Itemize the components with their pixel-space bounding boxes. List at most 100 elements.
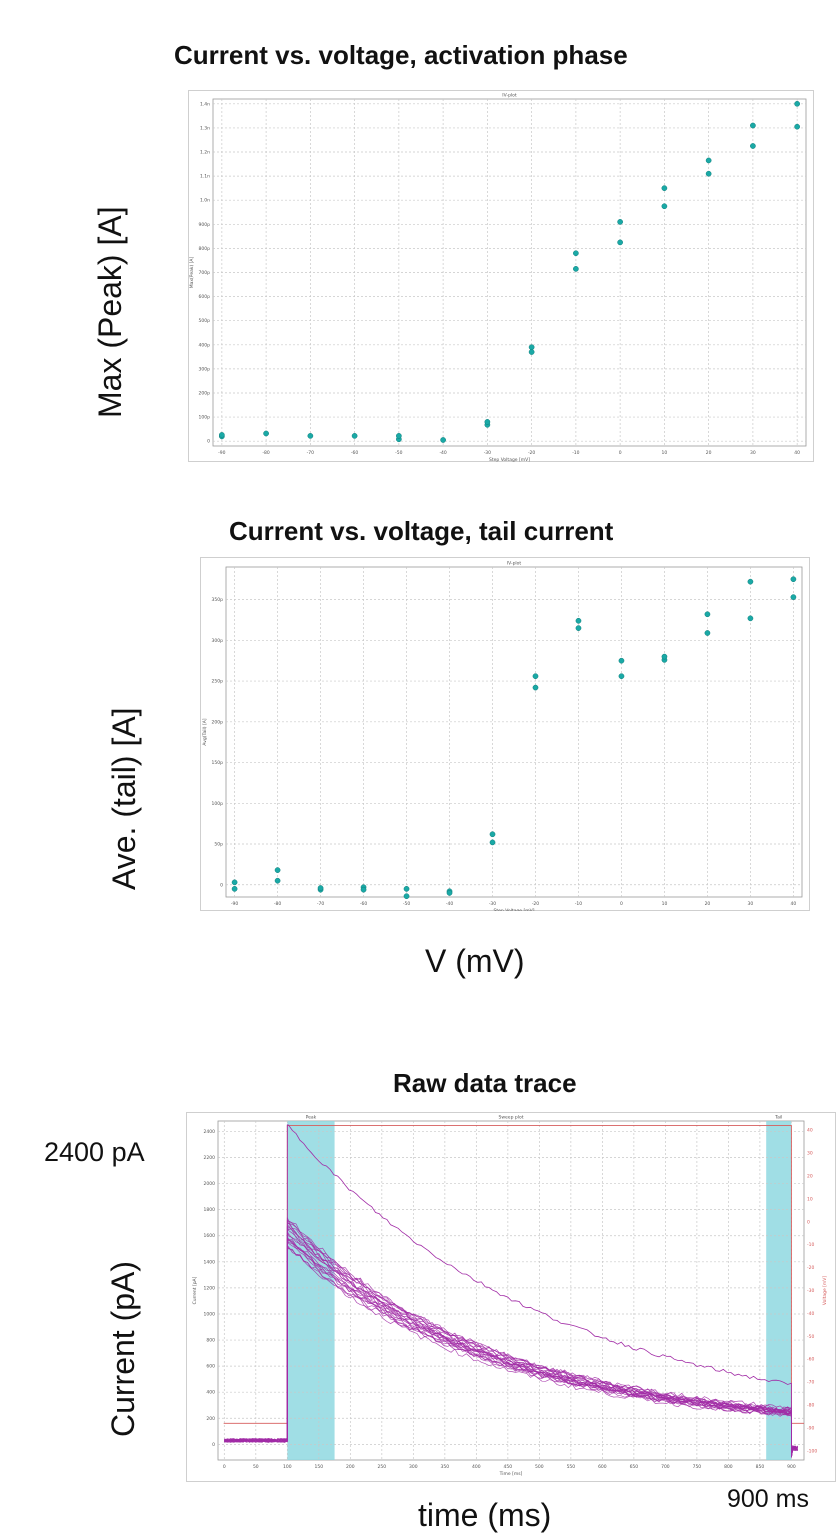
- inner-ylabel: Max(Peak) [A]: [189, 257, 195, 289]
- chart3-title: Raw data trace: [393, 1068, 577, 1098]
- chart2-title: Current vs. voltage, tail current: [229, 516, 614, 546]
- data-point: [618, 657, 625, 664]
- data-point: [317, 885, 324, 891]
- data-point: [704, 630, 711, 636]
- x-tick-label: 100: [283, 1464, 292, 1470]
- y-tick-label: 350p: [212, 597, 224, 603]
- annotation-900ms: 900 ms: [727, 1485, 809, 1513]
- inner-title: Sweep plot: [499, 1115, 524, 1121]
- y-tick-label: 250p: [212, 679, 224, 685]
- inner-xlabel: Step Voltage [mV]: [489, 457, 530, 462]
- y-tick-label: 2200: [204, 1155, 216, 1161]
- inner-xlabel: Step Voltage [mV]: [494, 908, 535, 911]
- x-tick-label: 900: [787, 1464, 796, 1470]
- data-point: [575, 625, 582, 631]
- data-point: [573, 266, 579, 272]
- x-tick-label: 0: [620, 901, 623, 907]
- data-point: [750, 143, 756, 149]
- current-trace: [224, 1232, 798, 1458]
- y2-tick-label: -20: [807, 1265, 814, 1271]
- data-point: [661, 653, 668, 660]
- y-tick-label: 500p: [199, 318, 211, 324]
- x-tick-label: 40: [794, 450, 800, 456]
- y-tick-label: 1200: [204, 1285, 216, 1291]
- x-tick-label: 30: [748, 901, 754, 907]
- data-point: [528, 349, 535, 355]
- y2-tick-label: -50: [807, 1334, 814, 1340]
- current-trace-outlier: [224, 1124, 798, 1458]
- x-tick-label: -50: [395, 450, 402, 456]
- x-tick-label: 700: [661, 1464, 670, 1470]
- data-point: [360, 886, 367, 893]
- y-tick-label: 800: [206, 1338, 215, 1344]
- data-point: [219, 432, 225, 438]
- y-tick-label: 0: [207, 439, 210, 445]
- data-point: [446, 890, 453, 896]
- y2-tick-label: -60: [807, 1357, 814, 1363]
- y-tick-label: 1.1n: [200, 174, 210, 180]
- y-tick-label: 600p: [199, 294, 211, 300]
- x-tick-label: 800: [724, 1464, 733, 1470]
- y2-tick-label: 40: [807, 1128, 813, 1134]
- data-point: [575, 617, 582, 624]
- data-point: [705, 157, 712, 164]
- data-point: [790, 594, 797, 600]
- data-point: [747, 615, 754, 622]
- y-tick-label: 100p: [212, 801, 224, 807]
- y2-tick-label: -30: [807, 1288, 814, 1294]
- x-tick-label: 250: [378, 1464, 387, 1470]
- y-tick-label: 50p: [214, 842, 223, 848]
- x-tick-label: -40: [439, 450, 446, 456]
- x-tick-label: -80: [274, 901, 281, 907]
- data-point: [403, 886, 410, 892]
- x-tick-label: -20: [532, 901, 539, 907]
- x-tick-label: 150: [315, 1464, 324, 1470]
- data-point: [794, 123, 800, 130]
- data-point: [263, 430, 269, 437]
- x-tick-label: 300: [409, 1464, 418, 1470]
- data-point: [617, 219, 623, 225]
- x-tick-label: 600: [598, 1464, 607, 1470]
- current-trace: [224, 1245, 798, 1458]
- inner-y2label: Voltage [mV]: [822, 1276, 828, 1306]
- highlight-region: [766, 1121, 792, 1460]
- annotation-2400pa: 2400 pA: [44, 1137, 145, 1167]
- x-tick-label: 750: [693, 1464, 702, 1470]
- inner-xlabel: Time [ms]: [499, 1471, 523, 1477]
- chart1-plot: -90 -80 -70 -60 -50 -40 -30 -20 -10 0 10 20 30 40 0 100…: [188, 90, 814, 462]
- x-tick-label: 50: [253, 1464, 259, 1470]
- data-point: [484, 419, 491, 425]
- current-trace: [224, 1231, 798, 1458]
- y-tick-label: 1.2n: [200, 150, 210, 156]
- chart3-xlabel: time (ms): [418, 1497, 552, 1533]
- data-point: [747, 578, 754, 585]
- y-tick-label: 400p: [199, 342, 211, 348]
- y-tick-label: 1800: [204, 1207, 216, 1213]
- current-trace: [224, 1239, 798, 1458]
- y2-tick-label: -40: [807, 1311, 814, 1317]
- data-point: [528, 344, 535, 351]
- chart2-plot: -90 -80 -70 -60 -50 -40 -30 -20 -10 0 10 20 30 40 0 50p…: [200, 557, 810, 911]
- highlight-region: [287, 1121, 335, 1460]
- data-point: [274, 877, 281, 884]
- y-tick-label: 600: [206, 1364, 215, 1370]
- x-tick-label: -60: [351, 450, 358, 456]
- chart2-ylabel: Ave. (tail) [A]: [106, 707, 142, 890]
- data-point: [661, 203, 668, 210]
- x-tick-label: -90: [231, 901, 238, 907]
- inner-ylabel: Avg(Tail) [A]: [202, 718, 208, 745]
- x-tick-label: -10: [575, 901, 582, 907]
- y-tick-label: 2400: [204, 1129, 216, 1135]
- x-tick-label: 30: [750, 450, 756, 456]
- chart1-ylabel: Max (Peak) [A]: [92, 206, 128, 418]
- y-tick-label: 200p: [199, 390, 211, 396]
- region-label: Peak: [306, 1115, 317, 1121]
- region-label: Tail: [774, 1115, 782, 1121]
- data-point: [231, 879, 238, 886]
- data-point: [794, 100, 800, 107]
- chart2-xlabel: V (mV): [425, 943, 525, 979]
- data-point: [396, 433, 402, 439]
- y2-tick-label: -90: [807, 1425, 814, 1431]
- x-tick-label: -80: [262, 450, 269, 456]
- x-tick-label: 20: [706, 450, 712, 456]
